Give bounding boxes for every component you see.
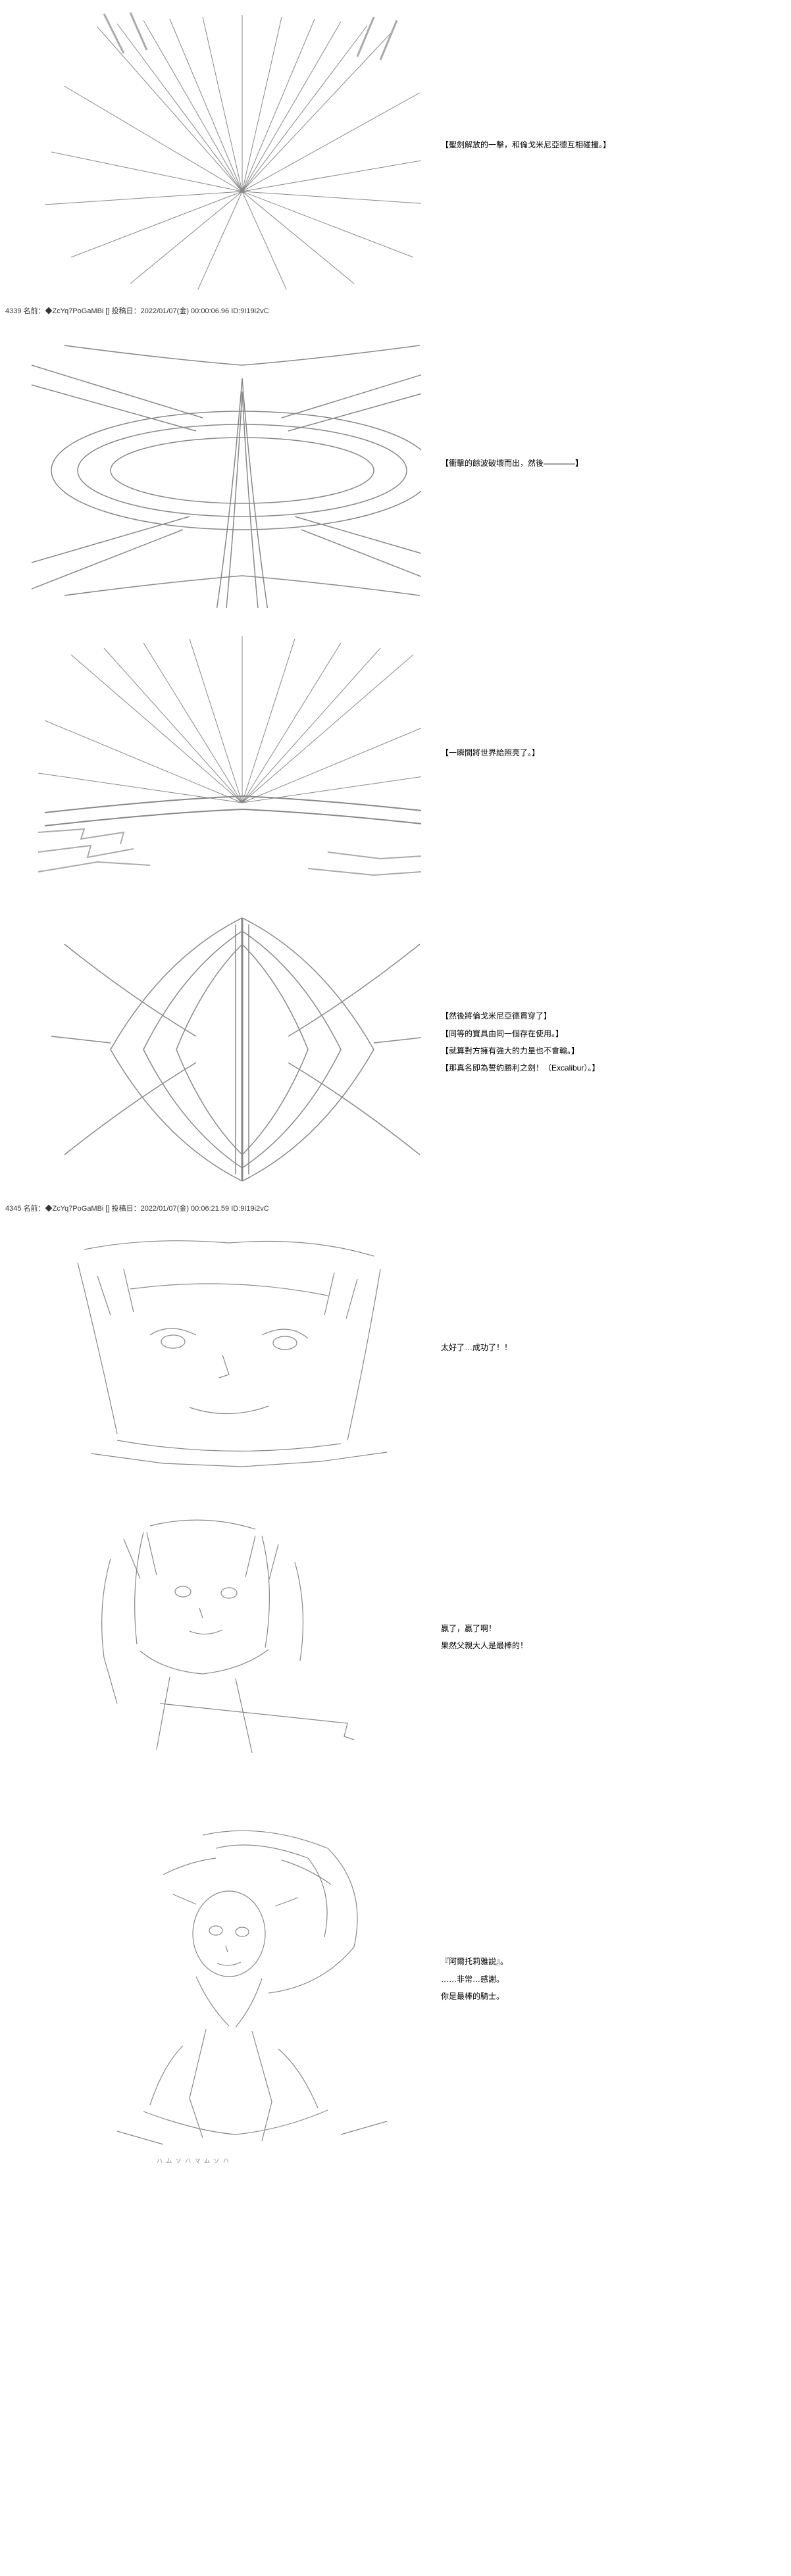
ascii-face: /////// /// //// /////// //// /// xyxy=(0,1216,421,1479)
text-line: 【那真名即為誓約勝利之劍！（Excalibur）。】 xyxy=(441,1059,600,1076)
face-svg: /////// /// //// /////// //// /// xyxy=(32,1223,421,1479)
text-flash: 【一瞬間將世界給照亮了。】 xyxy=(421,744,540,761)
panel-burst: 【聖劍解放的一擊，和倫戈米尼亞德互相碰撞。】 xyxy=(0,0,791,290)
burst-svg xyxy=(32,7,421,290)
text-burst: 【聖劍解放的一擊，和倫戈米尼亞德互相碰撞。】 xyxy=(421,136,611,153)
ascii-shockwave xyxy=(0,318,421,608)
svg-text:ハ ム ソ ハ マ ム ソ ハ: ハ ム ソ ハ マ ム ソ ハ xyxy=(157,2158,229,2163)
text-knight: 『阿爾托莉雅說』。 ……非常…感謝。 你是最棒的騎士。 xyxy=(421,1953,508,2005)
panel-knight: ハ ム ソ ハ マ ム ソ ハ 『阿爾托莉雅說』。 ……非常…感謝。 你是最棒的… xyxy=(0,1795,791,2163)
text-face: 太好了…成功了！！ xyxy=(421,1339,512,1356)
panel-face: /////// /// //// /////// //// /// 太好了…成功… xyxy=(0,1216,791,1479)
text-shockwave: 【衝擊的餘波破壞而出，然後————】 xyxy=(421,455,583,472)
pierce-svg xyxy=(32,905,421,1187)
text-line: 『阿爾托莉雅說』。 xyxy=(441,1953,508,1970)
panel-pierce: 【然後將倫戈米尼亞德貫穿了】 【同等的寶具由同一個存在使用。】 【就算對方擁有強… xyxy=(0,897,791,1187)
ascii-burst-down xyxy=(0,0,421,290)
text-line: ……非常…感謝。 xyxy=(441,1971,508,1988)
post-3: 4345 名前：◆ZcYq7PoGaMBi [] 投稿日：2022/01/07(… xyxy=(0,1200,791,2177)
shockwave-svg xyxy=(32,326,421,608)
post-2: 4339 名前：◆ZcYq7PoGaMBi [] 投稿日：2022/01/07(… xyxy=(0,303,791,1200)
girl-svg xyxy=(32,1500,421,1782)
text-line: 贏了，贏了啊！ xyxy=(441,1620,528,1637)
text-line: 你是最棒的騎士。 xyxy=(441,1988,508,2005)
text-line: 【聖劍解放的一擊，和倫戈米尼亞德互相碰撞。】 xyxy=(441,136,611,153)
panel-girl: 贏了，贏了啊！ 果然父親大人是最棒的！ xyxy=(0,1492,791,1782)
text-pierce: 【然後將倫戈米尼亞德貫穿了】 【同等的寶具由同一個存在使用。】 【就算對方擁有強… xyxy=(421,1007,600,1077)
post-1: 【聖劍解放的一擊，和倫戈米尼亞德互相碰撞。】 xyxy=(0,0,791,303)
text-line: 【然後將倫戈米尼亞德貫穿了】 xyxy=(441,1007,600,1024)
text-line: 【衝擊的餘波破壞而出，然後————】 xyxy=(441,455,583,472)
post-header-2: 4339 名前：◆ZcYq7PoGaMBi [] 投稿日：2022/01/07(… xyxy=(0,303,791,318)
text-line: 【一瞬間將世界給照亮了。】 xyxy=(441,744,540,761)
ascii-knight: ハ ム ソ ハ マ ム ソ ハ xyxy=(0,1795,421,2163)
text-line: 果然父親大人是最棒的！ xyxy=(441,1637,528,1654)
ascii-pierce xyxy=(0,897,421,1187)
text-girl: 贏了，贏了啊！ 果然父親大人是最棒的！ xyxy=(421,1620,528,1655)
panel-flash: 【一瞬間將世界給照亮了。】 xyxy=(0,621,791,884)
ascii-girl xyxy=(0,1492,421,1782)
page-container: 【聖劍解放的一擊，和倫戈米尼亞德互相碰撞。】 4339 名前：◆ZcYq7PoG… xyxy=(0,0,791,2177)
text-line: 【同等的寶具由同一個存在使用。】 xyxy=(441,1025,600,1042)
text-line: 太好了…成功了！！ xyxy=(441,1339,512,1356)
svg-text://///// /// //// /////// /: /////// /// //// /////// //// /// xyxy=(130,1478,235,1479)
ascii-flash xyxy=(0,621,421,884)
text-line: 【就算對方擁有強大的力量也不會輸。】 xyxy=(441,1042,600,1059)
post-header-3: 4345 名前：◆ZcYq7PoGaMBi [] 投稿日：2022/01/07(… xyxy=(0,1200,791,1216)
flash-svg xyxy=(32,628,421,884)
knight-svg: ハ ム ソ ハ マ ム ソ ハ xyxy=(32,1802,421,2163)
panel-shockwave: 【衝擊的餘波破壞而出，然後————】 xyxy=(0,318,791,608)
